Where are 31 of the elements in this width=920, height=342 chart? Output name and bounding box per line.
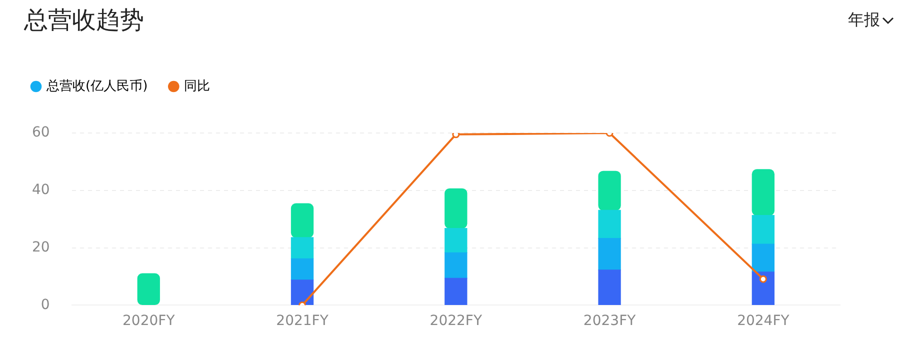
y-tick-label: 60 (32, 124, 50, 141)
bar (752, 244, 775, 272)
legend-label: 同比 (184, 78, 210, 94)
x-tick-label: 2021FY (276, 313, 329, 330)
bar (444, 188, 468, 229)
x-tick-label: 2024FY (737, 313, 790, 330)
bar (444, 228, 468, 254)
bar (752, 272, 775, 306)
x-tick-label: 2022FY (430, 313, 482, 330)
bar (290, 203, 314, 238)
x-tick-label: 2023FY (583, 313, 636, 330)
bar (598, 170, 621, 211)
point (759, 275, 767, 283)
bar (444, 252, 468, 279)
bar (444, 278, 468, 306)
bar (752, 169, 775, 216)
x-tick-label: 2020FY (122, 313, 176, 330)
legend-label: 总营收(亿人民币) (46, 78, 148, 94)
bar (137, 273, 160, 306)
y-tick-label: 0 (40, 296, 50, 313)
chart-title: 总营收趋势 (24, 5, 144, 36)
bar (752, 215, 775, 244)
bar (290, 280, 314, 306)
bar (598, 238, 621, 270)
bar (290, 258, 314, 280)
bar (598, 270, 621, 306)
bar (290, 237, 314, 260)
y-tick-label: 40 (32, 182, 50, 198)
text: 年报 (848, 10, 880, 31)
y-tick-label: 20 (32, 239, 50, 256)
bar (598, 210, 621, 239)
